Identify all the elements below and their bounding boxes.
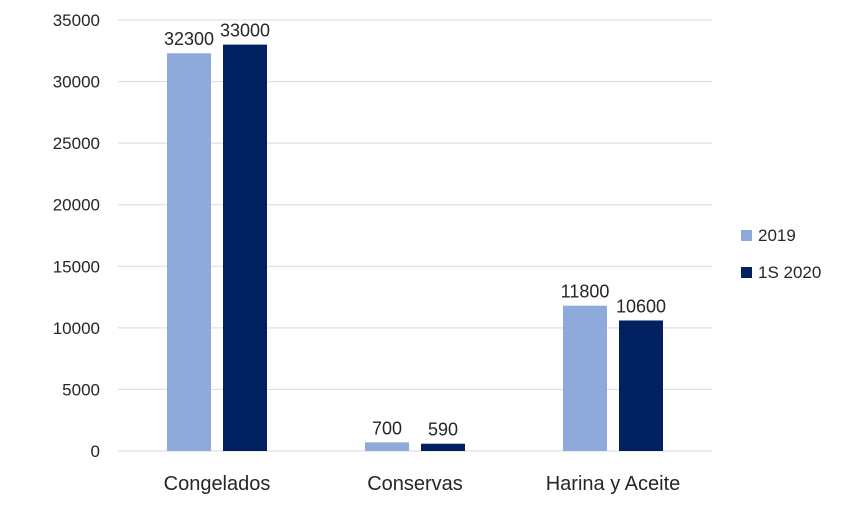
- y-tick-label: 35000: [53, 11, 100, 30]
- data-label: 590: [428, 420, 458, 440]
- y-tick-label: 0: [91, 442, 100, 461]
- legend: 2019 1S 2020: [741, 226, 821, 282]
- data-label: 33000: [220, 21, 270, 41]
- y-tick-label: 10000: [53, 319, 100, 338]
- data-label: 700: [372, 418, 402, 438]
- y-tick-label: 15000: [53, 257, 100, 276]
- legend-swatch: [741, 267, 752, 278]
- category-label: Harina y Aceite: [546, 473, 681, 495]
- data-label: 32300: [164, 29, 214, 49]
- legend-label: 2019: [758, 226, 796, 245]
- bar-1s-2020: [223, 44, 267, 451]
- bar-1s-2020: [421, 443, 465, 451]
- bar-2019: [167, 53, 211, 452]
- y-tick-label: 25000: [53, 134, 100, 153]
- legend-label: 1S 2020: [758, 263, 821, 282]
- y-tick-label: 5000: [62, 380, 100, 399]
- data-label: 11800: [561, 282, 610, 302]
- category-label: Conservas: [367, 473, 463, 495]
- data-labels: 32300 33000 700 590 11800 10600: [164, 21, 666, 440]
- category-label: Congelados: [164, 473, 271, 495]
- gridlines: [118, 19, 712, 452]
- bar-2019: [563, 305, 607, 451]
- x-axis-categories: Congelados Conservas Harina y Aceite: [164, 473, 681, 495]
- y-tick-label: 30000: [53, 73, 100, 92]
- bars: [167, 44, 663, 452]
- y-axis-ticks: 0 5000 10000 15000 20000 25000 30000 35000: [53, 11, 100, 461]
- legend-swatch: [741, 230, 752, 241]
- y-tick-label: 20000: [53, 196, 100, 215]
- bar-2019: [365, 442, 409, 451]
- bar-1s-2020: [619, 320, 663, 451]
- data-label: 10600: [616, 296, 666, 316]
